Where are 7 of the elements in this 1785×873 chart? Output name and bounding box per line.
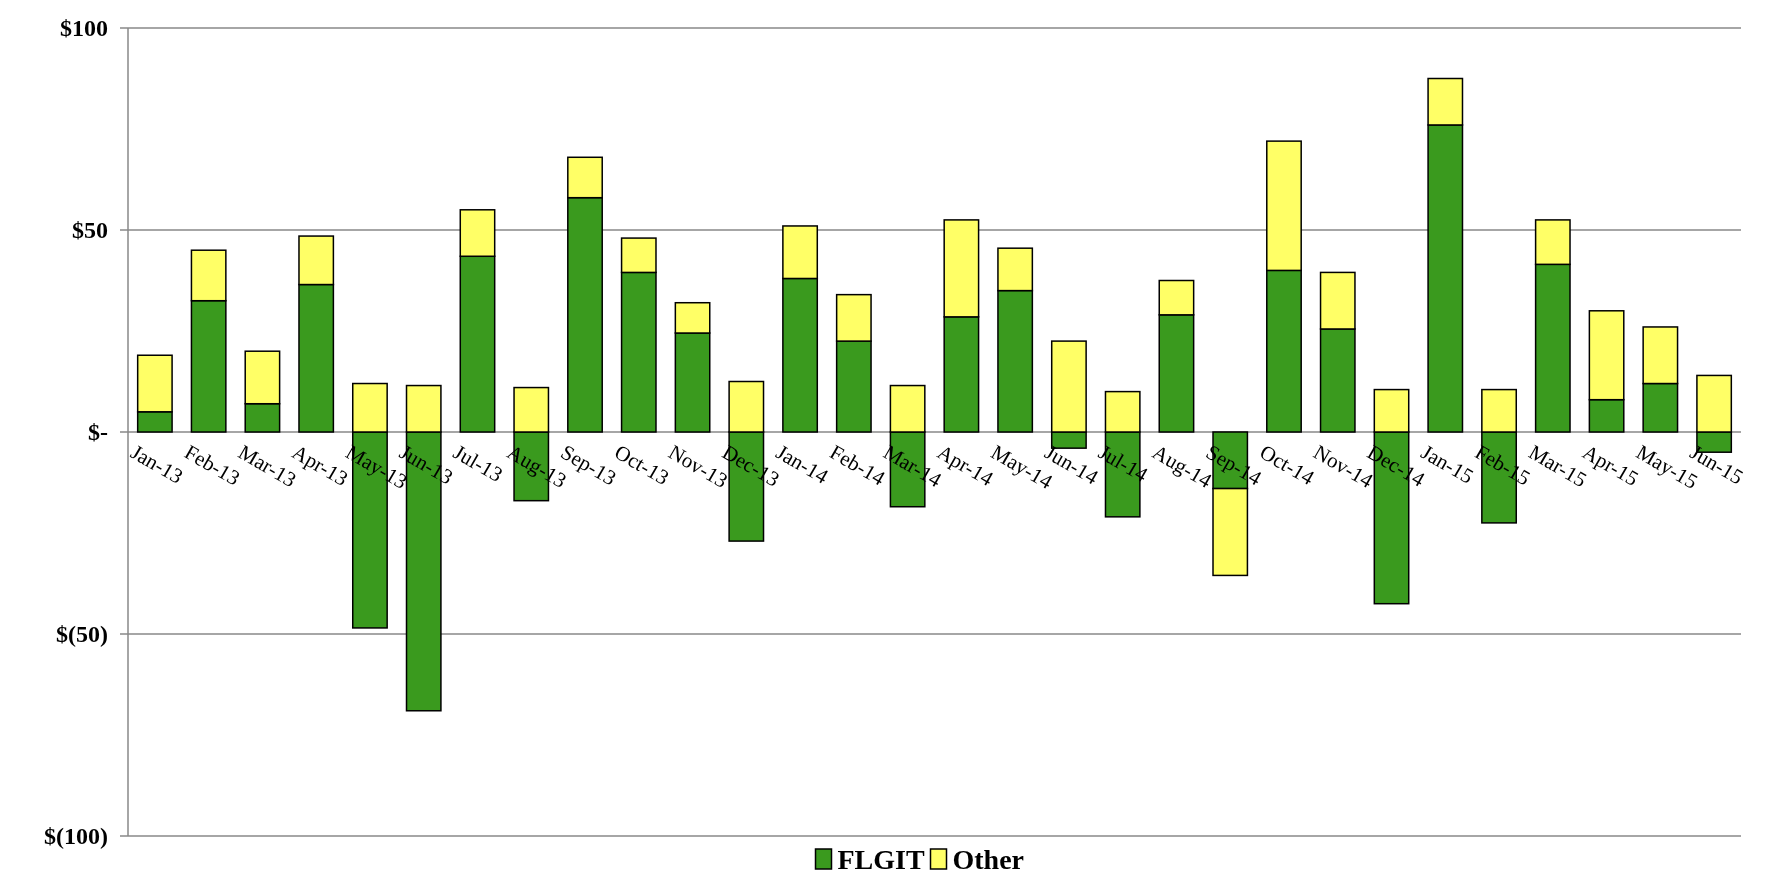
legend-label: Other — [952, 843, 1025, 873]
legend-label: FLGIT — [837, 843, 925, 873]
y-tick-label: $50 — [72, 217, 108, 244]
y-tick-label: $100 — [60, 15, 108, 42]
y-tick-label: $(50) — [56, 621, 108, 648]
y-tick-label: $(100) — [44, 823, 108, 850]
y-tick-label: $- — [88, 419, 108, 446]
